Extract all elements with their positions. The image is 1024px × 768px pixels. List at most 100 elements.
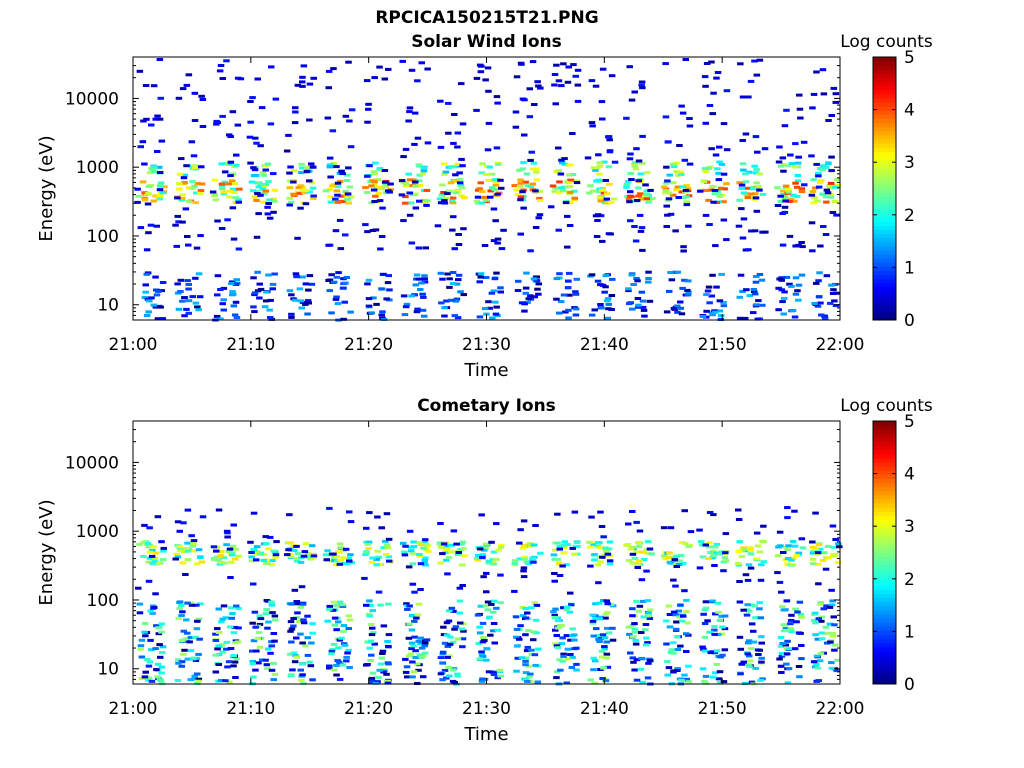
heatmap-cell	[181, 173, 188, 177]
heatmap-cell	[484, 600, 492, 604]
colorbar-segment	[873, 634, 896, 640]
heatmap-cell	[490, 673, 498, 676]
colorbar-segment	[873, 110, 896, 115]
heatmap-cell	[625, 197, 633, 201]
heatmap-cell	[709, 273, 716, 277]
heatmap-cell	[605, 547, 613, 551]
heatmap-cell	[810, 201, 817, 205]
heatmap-cell	[756, 273, 764, 276]
heatmap-cell	[555, 169, 562, 173]
heatmap-cell	[459, 584, 466, 587]
heatmap-cell	[482, 195, 489, 199]
heatmap-cell	[220, 604, 228, 608]
heatmap-cell	[151, 165, 158, 169]
heatmap-cell	[150, 199, 158, 203]
heatmap-cell	[219, 643, 226, 647]
heatmap-cell	[405, 172, 412, 176]
heatmap-cell	[247, 100, 254, 103]
heatmap-cell	[437, 545, 445, 549]
heatmap-cell	[195, 677, 203, 681]
heatmap-cell	[511, 559, 519, 563]
heatmap-cell	[448, 543, 455, 547]
heatmap-cell	[262, 299, 270, 303]
heatmap-cell	[450, 668, 457, 672]
heatmap-cell	[716, 194, 724, 198]
heatmap-cell	[218, 227, 226, 230]
heatmap-cell	[670, 181, 677, 185]
heatmap-cell	[152, 592, 159, 596]
heatmap-cell	[405, 119, 412, 123]
heatmap-cell	[780, 163, 787, 166]
heatmap-cell	[304, 299, 312, 303]
colorbar-segment	[873, 229, 896, 235]
heatmap-cell	[635, 545, 643, 549]
heatmap-cell	[409, 562, 417, 566]
colorbar-segment	[873, 65, 896, 70]
heatmap-cell	[494, 676, 501, 680]
heatmap-cell	[402, 182, 409, 185]
heatmap-cell	[452, 173, 459, 177]
heatmap-cell	[677, 603, 684, 607]
colorbar-segment	[873, 605, 896, 611]
heatmap-cell	[677, 300, 684, 304]
heatmap-cell	[402, 305, 410, 309]
heatmap-cell	[328, 652, 335, 656]
heatmap-cell	[646, 659, 654, 663]
heatmap-cell	[736, 181, 743, 185]
heatmap-cell	[310, 552, 317, 556]
heatmap-cell	[214, 293, 221, 297]
heatmap-cell	[793, 554, 800, 558]
heatmap-cell	[144, 202, 152, 206]
heatmap-cell	[148, 679, 156, 683]
heatmap-cell	[518, 62, 525, 66]
heatmap-cell	[365, 612, 373, 616]
heatmap-cell	[136, 69, 144, 73]
heatmap-cell	[139, 140, 147, 144]
heatmap-cell	[157, 96, 164, 100]
heatmap-cell	[414, 136, 422, 140]
heatmap-cell	[442, 544, 450, 548]
heatmap-cell	[424, 199, 431, 203]
heatmap-cell	[197, 234, 204, 238]
heatmap-cell	[422, 563, 429, 567]
heatmap-cell	[485, 559, 493, 563]
heatmap-cell	[517, 232, 524, 236]
heatmap-cell	[703, 62, 711, 65]
colorbar-segment	[873, 622, 896, 627]
heatmap-cell	[174, 196, 181, 200]
heatmap-cell	[371, 180, 378, 184]
heatmap-cell	[639, 248, 646, 252]
heatmap-cell	[716, 299, 724, 303]
heatmap-cell	[476, 625, 483, 629]
heatmap-cell	[597, 560, 604, 564]
heatmap-cell	[701, 608, 709, 612]
heatmap-cell	[525, 629, 532, 633]
heatmap-cell	[645, 611, 652, 615]
heatmap-cell	[527, 158, 534, 162]
heatmap-cell	[194, 305, 201, 309]
colorbar-segment	[873, 85, 896, 91]
heatmap-cell	[192, 276, 199, 280]
heatmap-cell	[558, 158, 565, 162]
heatmap-cell	[556, 311, 563, 315]
heatmap-cell	[566, 224, 574, 227]
heatmap-cell	[712, 153, 720, 157]
heatmap-cell	[526, 115, 534, 119]
heatmap-cell	[297, 184, 304, 188]
heatmap-cell	[375, 191, 382, 195]
heatmap-cell	[230, 304, 238, 308]
heatmap-cell	[213, 122, 220, 126]
heatmap-cell	[256, 552, 264, 556]
heatmap-cell	[745, 95, 752, 99]
heatmap-cell	[494, 237, 502, 241]
heatmap-cell	[627, 651, 634, 655]
heatmap-cell	[415, 163, 423, 167]
heatmap-cell	[147, 609, 154, 613]
colorbar-segment	[873, 556, 896, 562]
heatmap-cell	[633, 520, 640, 524]
heatmap-cell	[625, 522, 632, 526]
heatmap-cell	[635, 186, 642, 190]
heatmap-cell	[795, 298, 802, 302]
heatmap-cell	[520, 575, 528, 579]
heatmap-cell	[812, 511, 819, 515]
